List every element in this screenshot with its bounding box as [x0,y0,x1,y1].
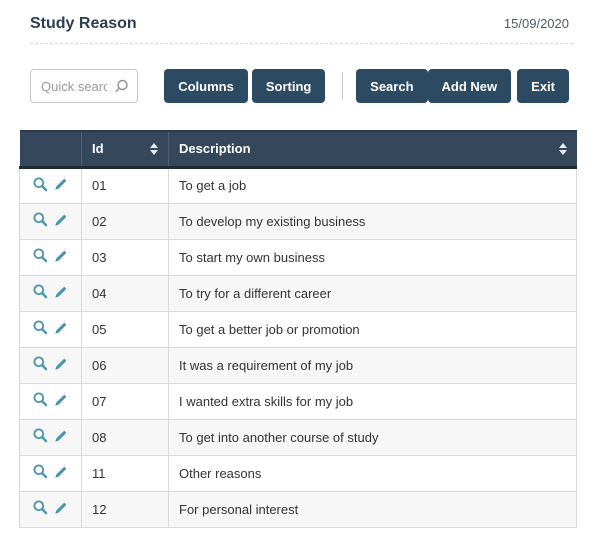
edit-icon[interactable] [53,176,69,192]
row-actions-cell [19,202,82,240]
edit-icon[interactable] [53,284,69,300]
exit-button[interactable]: Exit [517,69,569,103]
column-label-description: Description [179,141,251,157]
row-description: I wanted extra skills for my job [168,382,577,420]
table-row: 07 I wanted extra skills for my job [19,382,577,420]
row-id: 01 [81,166,169,204]
columns-button[interactable]: Columns [164,69,248,103]
table-row: 02 To develop my existing business [19,202,577,240]
row-id: 11 [81,454,169,492]
toolbar-divider [342,72,344,100]
view-icon[interactable] [32,176,49,193]
row-description: It was a requirement of my job [168,346,577,384]
table-row: 04 To try for a different career [19,274,577,312]
study-reason-table: Id Description [19,130,577,528]
page-title: Study Reason [30,15,137,32]
table-row: 08 To get into another course of study [19,418,577,456]
row-id: 07 [81,382,169,420]
view-icon[interactable] [32,211,49,228]
view-icon[interactable] [32,355,49,372]
table-row: 05 To get a better job or promotion [19,310,577,348]
row-id: 05 [81,310,169,348]
quick-search-box [30,69,139,103]
row-id: 08 [81,418,169,456]
row-id: 12 [81,490,169,528]
row-actions-cell [19,490,82,528]
row-description: To start my own business [168,238,577,276]
header-divider [30,43,573,44]
edit-icon[interactable] [53,500,69,516]
row-id: 02 [81,202,169,240]
row-description: To develop my existing business [168,202,577,240]
row-actions-cell [19,346,82,384]
view-icon[interactable] [32,283,49,300]
row-description: To get into another course of study [168,418,577,456]
header-date: 15/09/2020 [503,16,569,31]
edit-icon[interactable] [53,248,69,264]
column-header-actions [19,130,82,169]
view-icon[interactable] [32,319,49,336]
table-row: 06 It was a requirement of my job [19,346,577,384]
search-icon [112,78,130,101]
table-row: 12 For personal interest [19,490,577,528]
row-actions-cell [19,418,82,456]
row-actions-cell [19,382,82,420]
row-description: To try for a different career [168,274,577,312]
row-id: 06 [81,346,169,384]
column-label-id: Id [92,141,104,157]
search-button[interactable]: Search [356,69,428,103]
page-header: Study Reason 15/09/2020 [0,0,603,33]
sort-icon[interactable] [558,142,567,155]
quick-search-input[interactable] [31,70,138,102]
sorting-button[interactable]: Sorting [251,69,326,103]
row-actions-cell [19,310,82,348]
view-icon[interactable] [32,463,49,480]
edit-icon[interactable] [53,428,69,444]
row-id: 03 [81,238,169,276]
sort-icon[interactable] [150,142,158,155]
view-icon[interactable] [32,247,49,264]
toolbar: Columns Sorting Search Add New Exit [30,69,569,103]
row-actions-cell [19,454,82,492]
edit-icon[interactable] [53,320,69,336]
row-actions-cell [19,238,82,276]
add-new-button[interactable]: Add New [427,69,512,103]
row-description: Other reasons [168,454,577,492]
row-description: To get a better job or promotion [168,310,577,348]
table-row: 03 To start my own business [19,238,577,276]
table-row: 01 To get a job [19,166,577,204]
edit-icon[interactable] [53,356,69,372]
row-actions-cell [19,166,82,204]
view-icon[interactable] [32,391,49,408]
row-actions-cell [19,274,82,312]
row-description: To get a job [168,166,577,204]
view-icon[interactable] [32,427,49,444]
row-id: 04 [81,274,169,312]
column-header-id[interactable]: Id [81,130,169,169]
table-header: Id Description [19,130,577,169]
view-icon[interactable] [32,499,49,516]
edit-icon[interactable] [53,392,69,408]
column-header-description[interactable]: Description [168,130,577,169]
edit-icon[interactable] [53,464,69,480]
row-description: For personal interest [168,490,577,528]
edit-icon[interactable] [53,212,69,228]
table-row: 11 Other reasons [19,454,577,492]
table-body: 01 To get a job 02 To develop my exist [19,166,577,528]
